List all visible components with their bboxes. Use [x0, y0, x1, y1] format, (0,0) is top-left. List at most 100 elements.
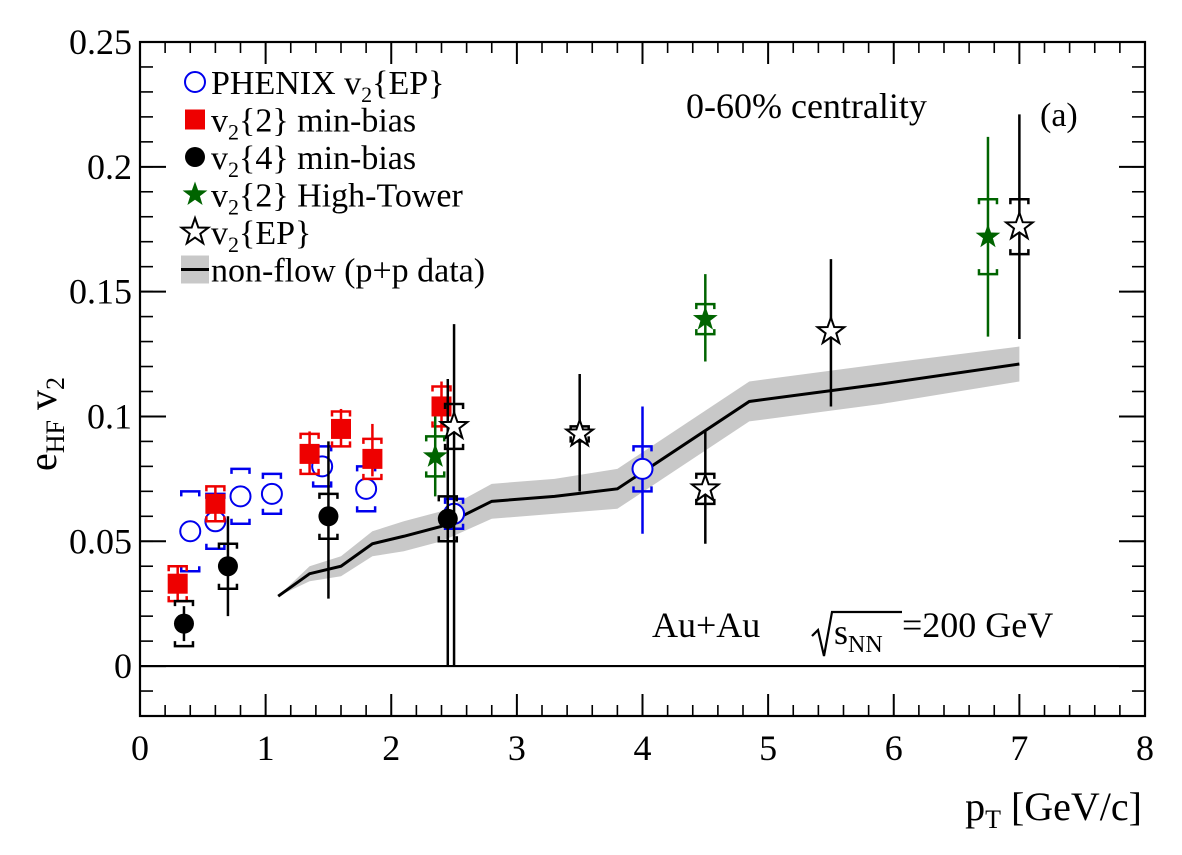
- legend-filled-star-marker: [182, 181, 208, 205]
- x-tick-label: 3: [508, 728, 526, 768]
- panel-label: (a): [1040, 97, 1078, 134]
- legend-open-circle-marker: [184, 71, 206, 93]
- sqrt-sign: [811, 610, 902, 657]
- v2_2_ht-marker: [692, 306, 718, 330]
- series-v2_ep: [437, 114, 1036, 667]
- v2_4_mb-point-1: [217, 516, 239, 617]
- v2_4_mb-marker: [318, 506, 339, 527]
- v2_2_mb-marker: [299, 443, 320, 464]
- v2_ep-marker: [689, 471, 722, 503]
- nonflow-line: [277, 362, 1020, 598]
- v2_2_mb-point-3: [330, 408, 352, 448]
- system-annotation: Au+Au sNN =200 GeV: [652, 605, 1053, 658]
- phenix-marker: [355, 477, 378, 500]
- v2_ep-marker: [563, 416, 596, 448]
- axis-layer: 0 1 2 3 4 5 6 7 8 0 0.05 0.1 0.15 0.2 0.25: [69, 22, 1154, 768]
- y-tick-label: 0.1: [87, 396, 132, 436]
- centrality-annotation: 0-60% centrality: [686, 86, 927, 126]
- v2_ep-sys-bracket: [1009, 198, 1030, 256]
- v2_2_mb-marker: [205, 493, 226, 514]
- x-tick-label: 5: [759, 728, 777, 768]
- y-axis-label: eHF v2: [20, 377, 70, 471]
- v2_ep-point-4: [1003, 114, 1036, 340]
- v2_2_mb-sys-bracket: [330, 410, 352, 448]
- sqrt-s-label: sNN: [834, 612, 883, 658]
- phenix-marker: [229, 485, 252, 508]
- v2_4_mb-sys-bracket: [318, 492, 339, 541]
- legend-entry-nonflow: non-flow (p+p data): [181, 253, 485, 290]
- v2_2_mb-point-2: [299, 431, 320, 476]
- v2_ep-point-3: [814, 259, 848, 407]
- series-v2_2_ht: [422, 136, 1001, 497]
- legend-entry-v2_2_mb: v2{2} min-bias: [185, 103, 416, 145]
- v2_4_mb-sys-bracket: [173, 599, 195, 648]
- v2_4_mb-point-2: [318, 441, 339, 599]
- legend-entry-v2_2_ht: v2{2} High-Tower: [182, 178, 464, 220]
- phenix-marker: [260, 482, 283, 505]
- v2_2_mb-point-1: [205, 485, 226, 523]
- x-tick-label: 4: [634, 728, 652, 768]
- v2_2_mb-sys-bracket: [205, 485, 226, 523]
- legend-label-phenix: PHENIX v2{EP}: [211, 65, 445, 107]
- x-tick-label: 8: [1136, 728, 1154, 768]
- legend-label-v2_2_mb: v2{2} min-bias: [211, 103, 416, 145]
- v2_4_mb-marker: [173, 613, 194, 634]
- v2_2_mb-point-4: [362, 423, 383, 481]
- phenix-sys-bracket: [261, 472, 283, 516]
- v2_2_ht-sys-bracket: [424, 435, 446, 478]
- v2_2_ht-point-2: [975, 136, 1001, 337]
- v2_4_mb-sys-bracket: [437, 495, 459, 543]
- y-tick-label: 0.25: [69, 22, 132, 62]
- x-tick-label: 2: [382, 728, 400, 768]
- v2_4_mb-marker: [217, 556, 238, 577]
- y-tick-label: 0.2: [87, 147, 132, 187]
- y-tick-label: 0.15: [69, 272, 132, 312]
- v2_4_mb-marker: [437, 508, 458, 529]
- v2_2_ht-sys-bracket: [977, 198, 999, 276]
- y-tick-label: 0: [114, 646, 132, 686]
- legend-entry-v2_4_mb: v2{4} min-bias: [185, 140, 416, 182]
- v2_4_mb-point-0: [173, 599, 195, 648]
- legend-entry-v2_ep: v2{EP}: [178, 214, 311, 257]
- v2_2_ht-marker: [975, 223, 1001, 248]
- data-layer: [167, 114, 1036, 667]
- v2_2_mb-marker: [431, 396, 452, 417]
- v2_ep-point-1: [563, 374, 596, 492]
- x-tick-label: 6: [885, 728, 903, 768]
- system-label: Au+Au: [652, 605, 760, 645]
- x-axis-label: pT [GeV/c]: [965, 784, 1142, 834]
- phenix-point-3: [260, 472, 283, 516]
- phenix-point-7: [631, 406, 654, 534]
- legend-open-star-marker: [178, 214, 212, 246]
- v2_2_mb-point-0: [167, 564, 188, 603]
- v2_ep-point-0: [437, 324, 471, 667]
- legend-filled-circle-marker: [185, 147, 205, 167]
- v2_2_ht-point-1: [692, 274, 718, 362]
- v2_2_ht-sys-bracket: [695, 302, 716, 336]
- legend-label-v2_ep: v2{EP}: [211, 215, 311, 257]
- x-tick-label: 7: [1010, 728, 1028, 768]
- phenix-sys-bracket: [180, 490, 201, 573]
- legend-entry-phenix: PHENIX v2{EP}: [184, 65, 445, 107]
- y-tick-label: 0.05: [69, 521, 132, 561]
- v2_2_mb-marker: [167, 573, 188, 594]
- v2_ep-marker: [814, 314, 848, 346]
- v2_2_mb-marker: [362, 448, 383, 469]
- legend-filled-square-marker: [185, 109, 205, 130]
- v2_ep-sys-bracket: [443, 402, 465, 451]
- v2_2_ht-marker: [422, 443, 448, 467]
- phenix-sys-bracket: [632, 445, 653, 493]
- legend-label-nonflow: non-flow (p+p data): [211, 253, 485, 290]
- v2_2_mb-sys-bracket: [299, 432, 320, 476]
- energy-label: =200 GeV: [902, 605, 1053, 645]
- series-v2_2_mb: [167, 381, 452, 603]
- v2_2_ht-point-0: [422, 416, 448, 497]
- x-tick-label: 0: [131, 728, 149, 768]
- phenix-marker: [631, 457, 654, 480]
- v2_2_mb-marker: [331, 418, 351, 439]
- v2_ep-marker: [437, 409, 471, 441]
- phenix-sys-bracket: [230, 467, 251, 526]
- legend-label-v2_2_ht: v2{2} High-Tower: [211, 178, 464, 220]
